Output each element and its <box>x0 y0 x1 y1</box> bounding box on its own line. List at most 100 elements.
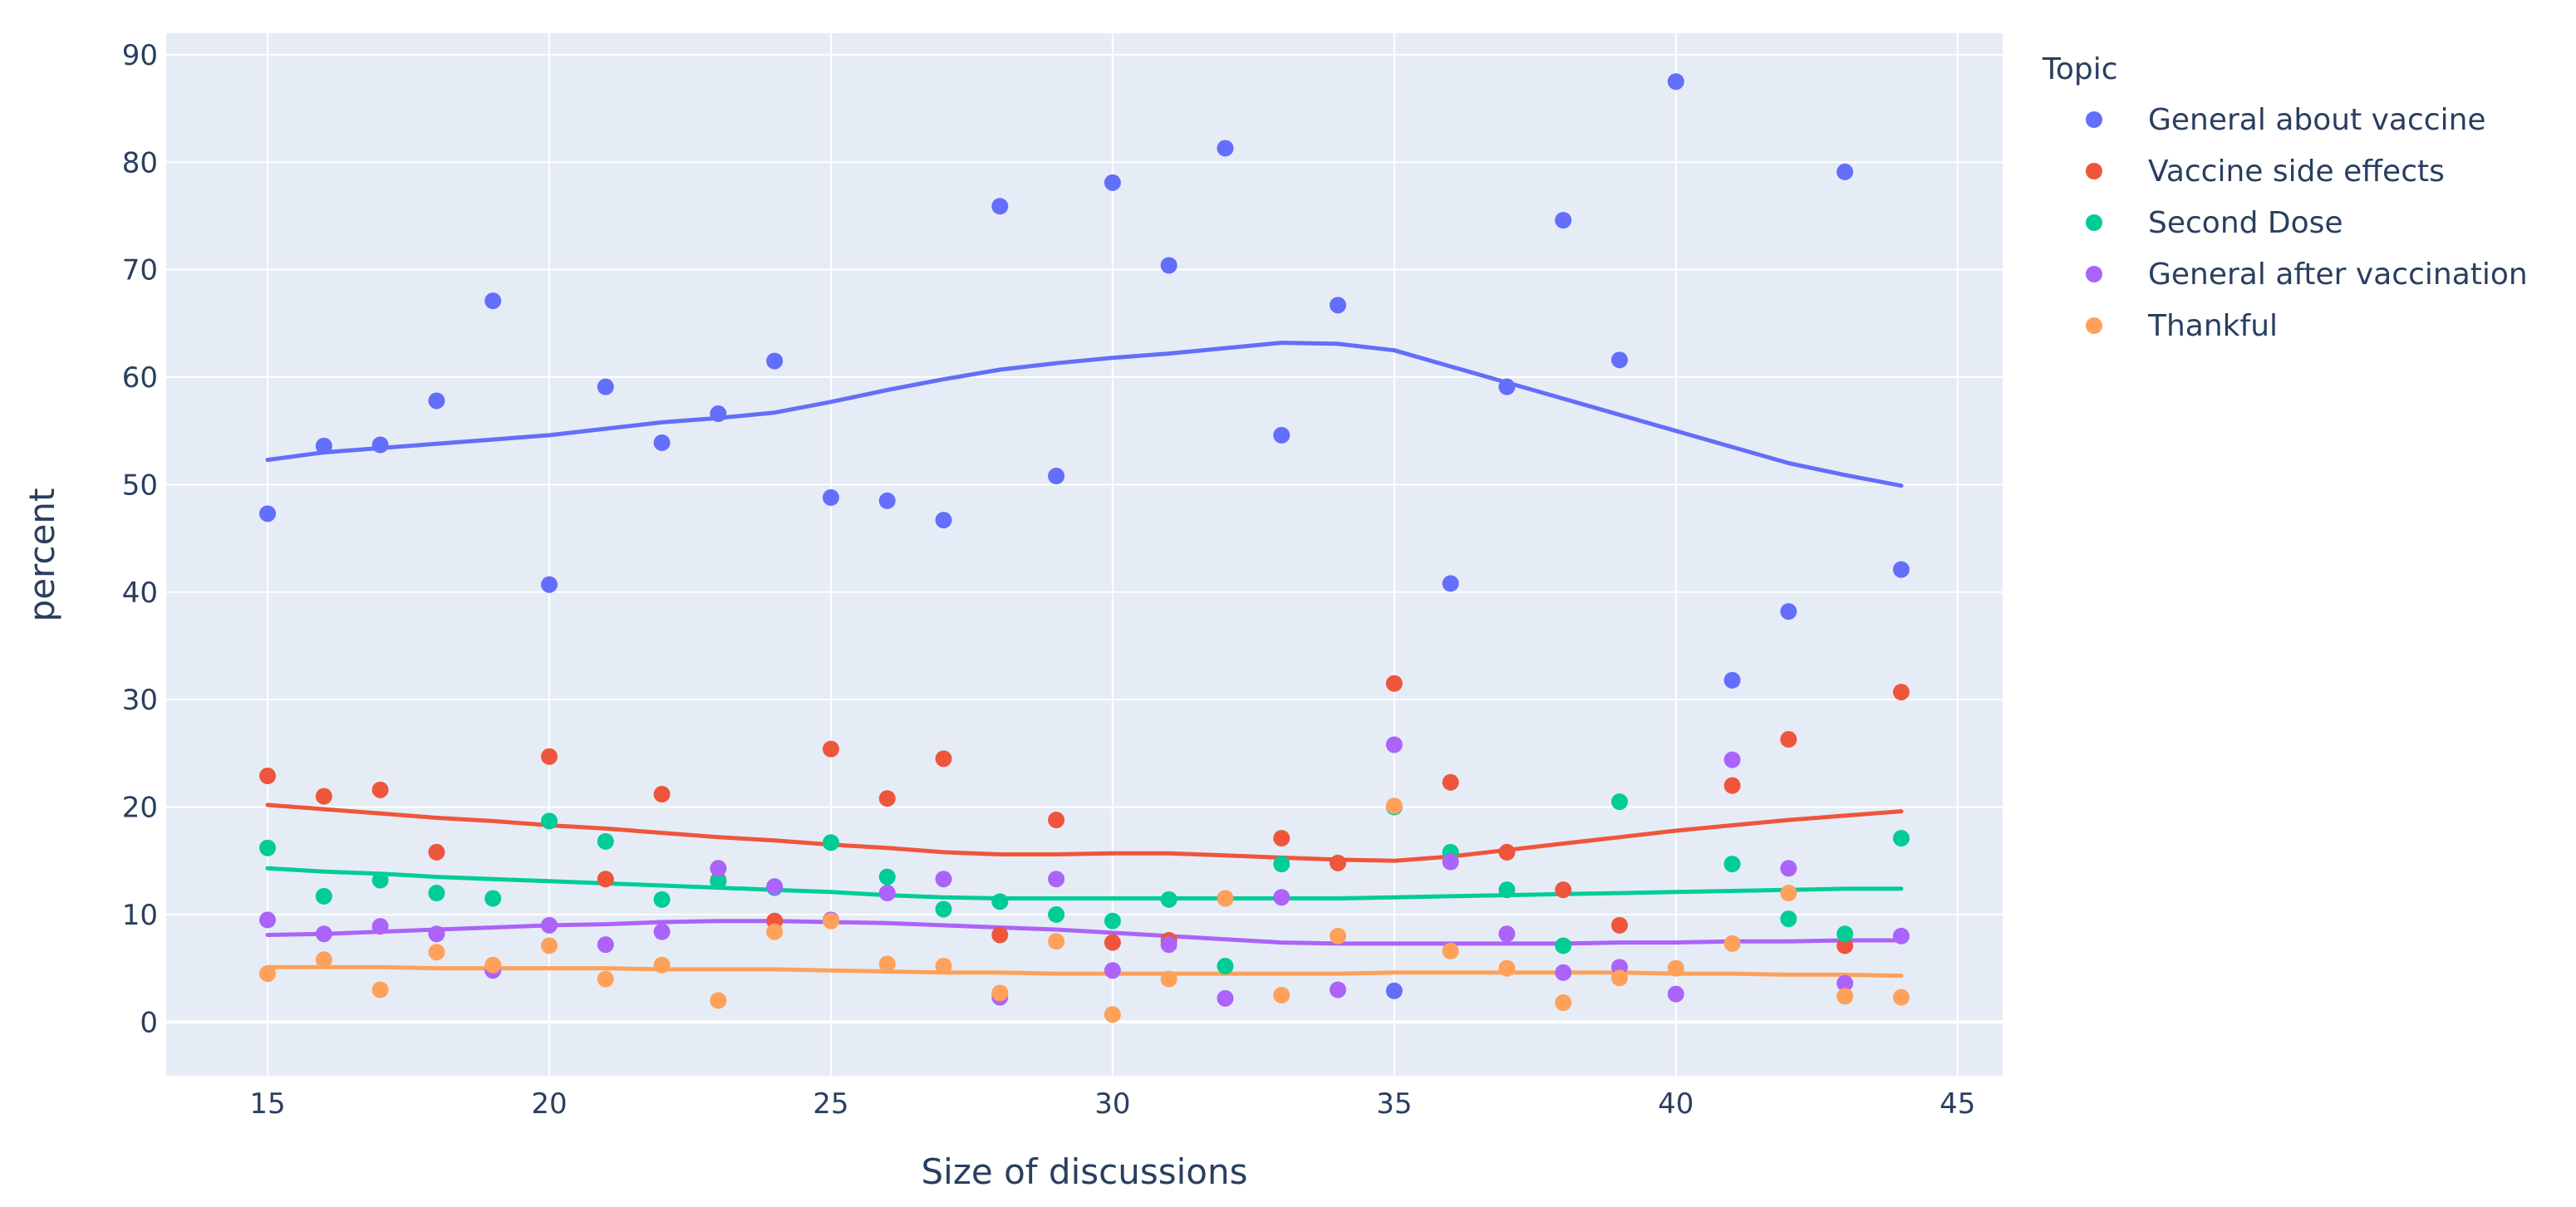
point-general-after-vaccination <box>1104 962 1121 979</box>
point-thankful <box>1160 970 1177 988</box>
point-general-about-vaccine <box>1611 351 1629 369</box>
y-tick-label: 50 <box>122 469 158 502</box>
point-vaccine-side-effects <box>653 786 671 803</box>
point-general-after-vaccination <box>653 923 671 940</box>
y-tick-label: 40 <box>122 577 158 610</box>
point-vaccine-side-effects <box>371 781 389 798</box>
data-points <box>259 73 1910 1023</box>
point-thankful <box>484 956 502 974</box>
point-thankful <box>1667 959 1684 977</box>
point-general-after-vaccination <box>1048 871 1065 888</box>
point-general-after-vaccination <box>1217 989 1234 1007</box>
trendline-general-after-vaccination <box>265 919 1904 946</box>
point-thankful <box>1442 942 1459 959</box>
point-thankful <box>1892 989 1910 1006</box>
point-second-dose <box>1048 905 1065 923</box>
point-second-dose <box>1611 793 1629 811</box>
point-general-after-vaccination <box>540 916 558 934</box>
point-vaccine-side-effects <box>991 926 1009 944</box>
y-axis-title: percent <box>22 488 62 622</box>
point-vaccine-side-effects <box>428 843 445 861</box>
point-second-dose <box>1780 910 1797 928</box>
point-general-after-vaccination <box>259 911 277 929</box>
x-tick-label: 25 <box>813 1087 848 1121</box>
point-general-about-vaccine <box>1892 561 1910 578</box>
legend-label-general-after-vaccination: General after vaccination <box>2148 258 2528 292</box>
point-general-about-vaccine <box>766 352 784 370</box>
trendline-general-about-vaccine <box>265 341 1904 488</box>
point-general-about-vaccine <box>1160 257 1177 274</box>
point-general-after-vaccination <box>1160 936 1177 954</box>
legend-marker-general-after-vaccination <box>2086 266 2102 282</box>
trendline-second-dose <box>265 866 1904 900</box>
y-tick-label: 0 <box>140 1006 158 1039</box>
point-general-after-vaccination <box>371 918 389 935</box>
point-general-after-vaccination <box>1555 964 1572 981</box>
point-thankful <box>822 912 839 930</box>
point-second-dose <box>653 891 671 908</box>
point-general-about-vaccine <box>1555 212 1572 229</box>
point-vaccine-side-effects <box>1555 881 1572 899</box>
point-general-after-vaccination <box>1330 981 1347 998</box>
point-general-after-vaccination <box>315 925 332 943</box>
y-tick-label: 60 <box>122 361 158 395</box>
point-general-about-vaccine <box>1217 140 1234 157</box>
point-second-dose <box>1892 830 1910 847</box>
point-general-about-vaccine <box>428 392 445 410</box>
point-thankful <box>1048 933 1065 950</box>
point-thankful <box>1273 986 1290 1003</box>
legend-label-vaccine-side-effects: Vaccine side effects <box>2148 155 2445 189</box>
point-vaccine-side-effects <box>1836 937 1854 954</box>
point-second-dose <box>540 812 558 830</box>
point-general-after-vaccination <box>1385 736 1403 753</box>
point-general-about-vaccine <box>822 488 839 506</box>
trend-lines <box>265 341 1904 979</box>
point-vaccine-side-effects <box>1892 684 1910 701</box>
point-second-dose <box>822 834 839 851</box>
point-second-dose <box>1160 891 1177 908</box>
point-vaccine-side-effects <box>1498 843 1516 861</box>
legend-title: Topic <box>2042 52 2118 86</box>
point-general-about-vaccine <box>1104 174 1121 191</box>
point-general-after-vaccination <box>597 936 614 954</box>
point-vaccine-side-effects <box>315 787 332 805</box>
trendline-thankful <box>265 964 1904 979</box>
point-general-about-vaccine <box>315 437 332 454</box>
point-thankful <box>315 951 332 969</box>
point-second-dose <box>710 872 727 890</box>
point-general-about-vaccine <box>371 436 389 454</box>
point-second-dose <box>371 871 389 889</box>
point-general-about-vaccine <box>1498 378 1516 395</box>
point-thankful <box>1330 927 1347 945</box>
legend-marker-second-dose <box>2086 214 2102 231</box>
point-second-dose <box>597 832 614 850</box>
point-second-dose <box>1273 856 1290 873</box>
point-second-dose <box>259 839 277 856</box>
point-thankful <box>653 956 671 974</box>
point-general-after-vaccination <box>1836 974 1854 992</box>
point-general-after-vaccination <box>1667 985 1684 1003</box>
point-thankful <box>1385 797 1403 815</box>
point-general-about-vaccine <box>540 576 558 593</box>
point-vaccine-side-effects <box>822 740 839 758</box>
point-general-after-vaccination <box>1442 853 1459 871</box>
point-vaccine-side-effects <box>1273 830 1290 847</box>
x-tick-label: 40 <box>1658 1087 1694 1121</box>
point-thankful <box>766 923 784 940</box>
point-second-dose <box>428 885 445 902</box>
point-thankful <box>1780 885 1797 902</box>
trendline-vaccine-side-effects <box>265 802 1904 863</box>
point-general-about-vaccine <box>1385 982 1403 999</box>
point-vaccine-side-effects <box>597 871 614 888</box>
point-general-about-vaccine <box>991 198 1009 215</box>
point-general-after-vaccination <box>878 885 896 902</box>
grid-lines <box>166 33 2003 1076</box>
point-second-dose <box>1104 912 1121 930</box>
point-general-about-vaccine <box>1442 575 1459 592</box>
point-general-about-vaccine <box>484 292 502 310</box>
point-second-dose <box>484 890 502 907</box>
point-vaccine-side-effects <box>1104 934 1121 951</box>
legend-marker-vaccine-side-effects <box>2086 163 2102 179</box>
